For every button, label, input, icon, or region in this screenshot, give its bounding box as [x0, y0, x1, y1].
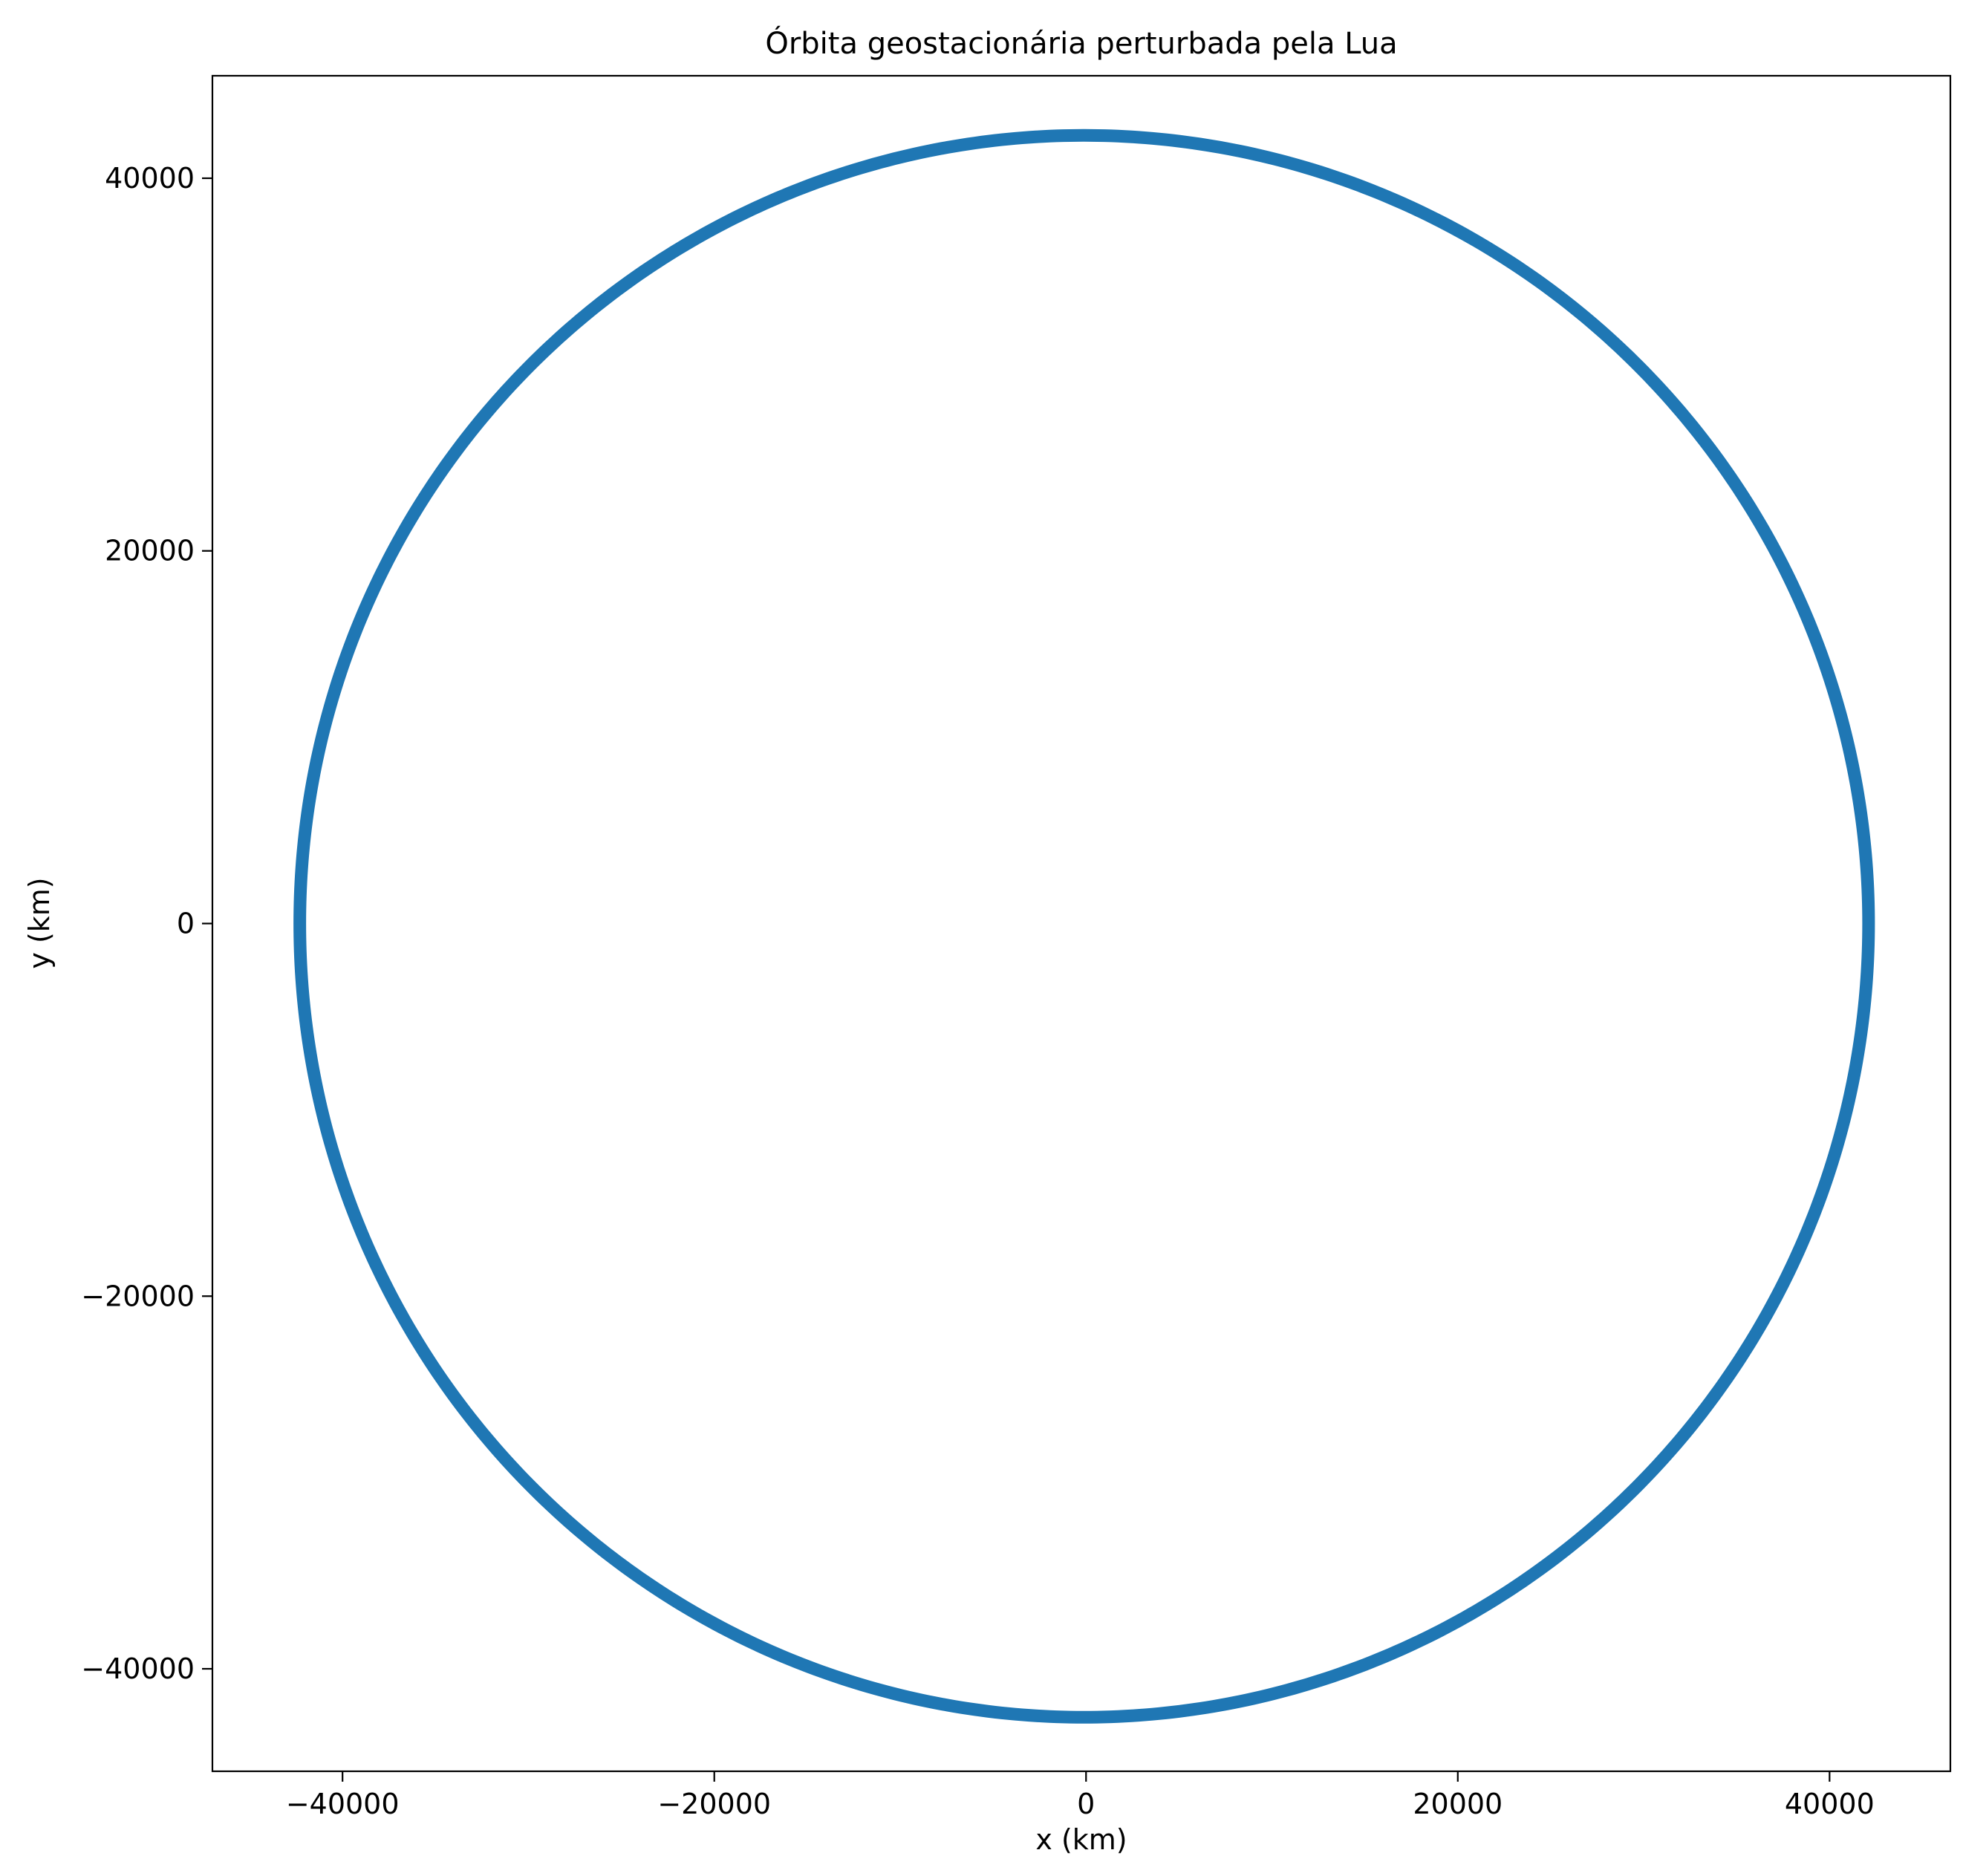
y-axis-label: y (km)	[23, 877, 56, 968]
x-tick-label: −40000	[286, 1788, 400, 1820]
x-axis-ticks: −40000 −20000 0 20000 40000	[286, 1771, 1875, 1820]
y-tick-label: 20000	[105, 535, 195, 567]
x-axis-label: x (km)	[1035, 1823, 1127, 1856]
x-tick-label: 40000	[1785, 1788, 1875, 1820]
y-tick-label: 40000	[105, 162, 195, 195]
x-tick-label: −20000	[657, 1788, 771, 1820]
orbit-line-series-0	[293, 128, 1875, 1724]
y-tick-label: 0	[177, 908, 195, 940]
y-axis-ticks: −40000 −20000 0 20000 40000	[81, 162, 212, 1685]
y-tick-label: −20000	[81, 1280, 195, 1312]
orbit-layer	[293, 128, 1875, 1724]
y-tick-label: −40000	[81, 1652, 195, 1685]
chart-title: Órbita geostacionária perturbada pela Lu…	[765, 25, 1397, 61]
x-tick-label: 0	[1077, 1788, 1095, 1820]
plot-area	[212, 76, 1950, 1771]
x-tick-label: 20000	[1413, 1788, 1503, 1820]
